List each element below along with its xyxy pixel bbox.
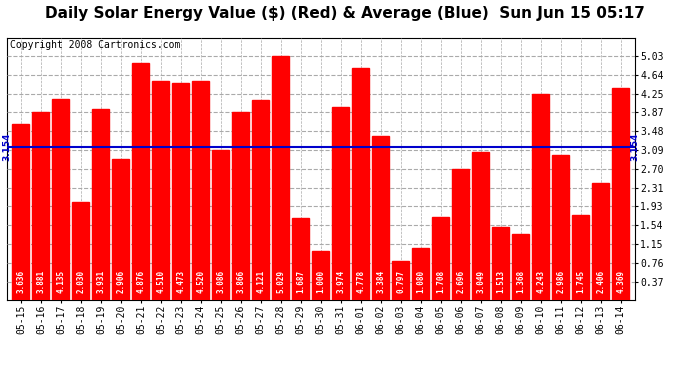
- Bar: [413, 248, 429, 300]
- Bar: [92, 109, 110, 300]
- Text: Copyright 2008 Cartronics.com: Copyright 2008 Cartronics.com: [10, 40, 180, 50]
- Bar: [193, 81, 209, 300]
- Text: 1.745: 1.745: [576, 270, 585, 293]
- Bar: [512, 234, 529, 300]
- Bar: [453, 169, 469, 300]
- Bar: [172, 83, 189, 300]
- Text: 2.406: 2.406: [596, 270, 605, 293]
- Bar: [612, 88, 629, 300]
- Text: 2.986: 2.986: [556, 270, 565, 293]
- Text: 4.243: 4.243: [536, 270, 545, 293]
- Text: 3.384: 3.384: [376, 270, 385, 293]
- Text: 1.368: 1.368: [516, 270, 525, 293]
- Bar: [592, 183, 609, 300]
- Bar: [493, 226, 509, 300]
- Bar: [353, 68, 369, 300]
- Text: 3.974: 3.974: [336, 270, 346, 293]
- Text: 2.030: 2.030: [77, 270, 86, 293]
- Text: 3.866: 3.866: [237, 270, 246, 293]
- Text: 3.931: 3.931: [97, 270, 106, 293]
- Text: 5.029: 5.029: [277, 270, 286, 293]
- Text: 3.154: 3.154: [631, 133, 640, 161]
- Bar: [213, 150, 229, 300]
- Text: 3.086: 3.086: [217, 270, 226, 293]
- Bar: [253, 100, 269, 300]
- Text: 4.473: 4.473: [177, 270, 186, 293]
- Bar: [132, 63, 149, 300]
- Text: 1.000: 1.000: [316, 270, 326, 293]
- Text: 3.154: 3.154: [2, 133, 11, 161]
- Bar: [572, 215, 589, 300]
- Text: 3.881: 3.881: [37, 270, 46, 293]
- Text: 2.906: 2.906: [117, 270, 126, 293]
- Text: 4.778: 4.778: [356, 270, 365, 293]
- Text: 4.876: 4.876: [137, 270, 146, 293]
- Bar: [32, 112, 50, 300]
- Text: 1.708: 1.708: [436, 270, 445, 293]
- Text: 3.636: 3.636: [17, 270, 26, 293]
- Text: 4.121: 4.121: [257, 270, 266, 293]
- Bar: [373, 136, 389, 300]
- Bar: [473, 152, 489, 300]
- Text: 2.696: 2.696: [456, 270, 465, 293]
- Bar: [293, 218, 309, 300]
- Bar: [12, 124, 30, 300]
- Bar: [72, 201, 90, 300]
- Bar: [393, 261, 409, 300]
- Bar: [273, 56, 289, 300]
- Text: 0.797: 0.797: [396, 270, 405, 293]
- Text: Daily Solar Energy Value ($) (Red) & Average (Blue)  Sun Jun 15 05:17: Daily Solar Energy Value ($) (Red) & Ave…: [45, 6, 645, 21]
- Text: 4.510: 4.510: [157, 270, 166, 293]
- Text: 3.049: 3.049: [476, 270, 485, 293]
- Text: 4.369: 4.369: [616, 270, 625, 293]
- Text: 1.687: 1.687: [296, 270, 306, 293]
- Text: 4.135: 4.135: [57, 270, 66, 293]
- Bar: [532, 94, 549, 300]
- Bar: [313, 252, 329, 300]
- Text: 4.520: 4.520: [197, 270, 206, 293]
- Text: 1.513: 1.513: [496, 270, 505, 293]
- Bar: [52, 99, 70, 300]
- Bar: [552, 155, 569, 300]
- Bar: [112, 159, 130, 300]
- Bar: [233, 112, 249, 300]
- Bar: [333, 107, 349, 300]
- Bar: [433, 217, 449, 300]
- Bar: [152, 81, 169, 300]
- Text: 1.080: 1.080: [416, 270, 425, 293]
